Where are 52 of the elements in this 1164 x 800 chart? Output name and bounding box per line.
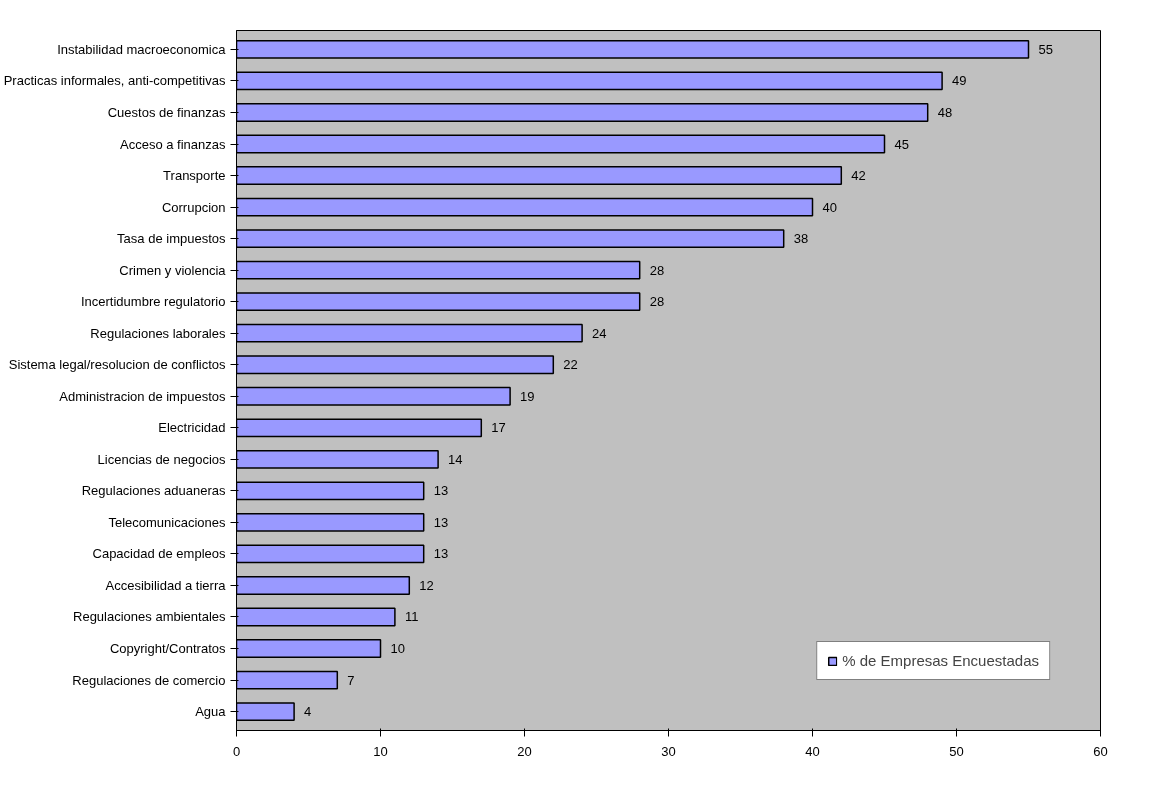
data-label: 4 (304, 704, 312, 720)
y-tick-label: Regulaciones ambientales (73, 609, 226, 625)
y-tick-label: Regulaciones aduaneras (81, 483, 226, 499)
data-label: 13 (433, 483, 449, 499)
data-label: 10 (390, 641, 405, 657)
y-tick-label: Corrupcion (161, 199, 226, 215)
legend-label: % de Empresas Encuestadas (842, 652, 1039, 669)
data-label: 19 (520, 388, 535, 404)
data-label: 12 (419, 577, 434, 593)
data-label: 49 (952, 73, 967, 89)
data-label: 13 (433, 546, 449, 562)
data-label: 28 (649, 294, 665, 310)
x-tick-label: 20 (517, 743, 532, 759)
x-tick-label: 60 (1093, 743, 1108, 759)
y-tick-label: Cuestos de finanzas (107, 104, 226, 120)
y-tick-label: Transporte (163, 168, 226, 184)
data-label: 48 (937, 104, 953, 120)
x-tick-label: 0 (232, 743, 241, 759)
data-label: 7 (347, 672, 355, 688)
data-label: 11 (404, 609, 419, 625)
data-label: 28 (649, 262, 665, 278)
y-tick-label: Agua (195, 704, 227, 720)
x-tick-label: 40 (805, 743, 820, 759)
y-tick-label: Tasa de impuestos (117, 231, 226, 247)
y-tick-label: Practicas informales, anti-competitivas (3, 73, 226, 89)
data-label: 42 (851, 168, 866, 184)
data-label: 22 (563, 357, 578, 373)
x-tick-label: 50 (949, 743, 964, 759)
y-tick-label: Telecomunicaciones (108, 514, 226, 530)
data-label: 45 (894, 136, 909, 152)
y-tick-label: Administracion de impuestos (59, 388, 226, 404)
y-tick-label: Regulaciones laborales (90, 325, 226, 341)
y-tick-label: Accesibilidad a tierra (105, 577, 227, 593)
data-label: 14 (448, 451, 463, 467)
y-tick-label: Copyright/Contratos (109, 641, 226, 657)
data-label: 55 (1038, 41, 1053, 57)
y-tick-label: Acceso a finanzas (120, 136, 226, 152)
y-tick-label: Sistema legal/resolucion de conflictos (8, 357, 226, 373)
y-tick-label: Incertidumbre regulatorio (80, 294, 226, 310)
x-tick-label: 30 (661, 743, 676, 759)
data-label: 24 (592, 325, 607, 341)
y-tick-label: Crimen y violencia (119, 262, 227, 278)
y-tick-label: Instabilidad macroeconomica (57, 41, 227, 57)
y-tick-label: Licencias de negocios (97, 451, 226, 467)
y-tick-label: Regulaciones de comercio (72, 672, 226, 688)
x-tick-label: 10 (373, 743, 388, 759)
y-tick-label: Capacidad de empleos (92, 546, 226, 562)
data-label: 17 (491, 420, 506, 436)
data-label: 13 (433, 514, 449, 530)
y-tick-label: Electricidad (158, 420, 226, 436)
data-label: 40 (822, 199, 837, 215)
data-label: 38 (793, 231, 809, 247)
